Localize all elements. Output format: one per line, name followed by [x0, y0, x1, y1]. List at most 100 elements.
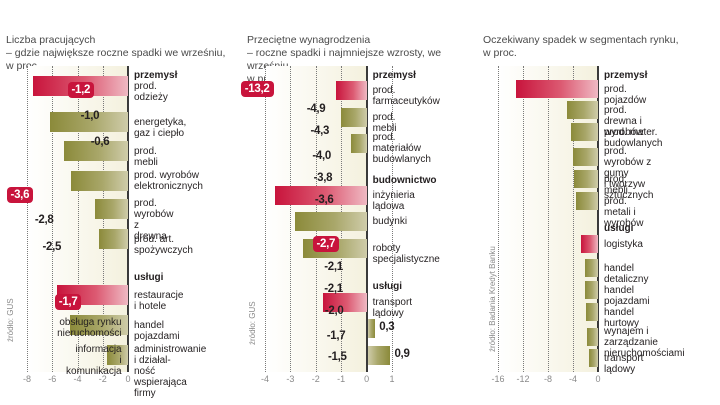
category-label: prod. mebli	[372, 111, 397, 134]
value-label: -2,1	[324, 283, 343, 295]
bar	[571, 123, 598, 141]
axis-tick-label: -2	[98, 374, 107, 384]
value-label: -3,6	[6, 187, 34, 203]
value-label: 0,9	[394, 348, 410, 360]
section-heading: usługi	[372, 281, 403, 292]
section-heading: usługi	[604, 223, 634, 234]
bar	[367, 345, 391, 365]
value-label: -3,8	[313, 172, 333, 184]
gridline	[27, 66, 28, 372]
chart-title: Liczba pracujących – gdzie największe ro…	[6, 34, 226, 72]
bar	[567, 101, 598, 119]
gridline	[290, 66, 292, 372]
value-label: -0,6	[90, 136, 110, 148]
axis-tick-label: -12	[516, 374, 530, 384]
bar	[584, 281, 598, 299]
section-heading: przemysł	[604, 70, 648, 81]
bar	[573, 148, 598, 166]
gridline	[102, 66, 104, 372]
category-label: handel detaliczny	[604, 262, 649, 285]
bar	[515, 80, 598, 98]
value-label: -13,2	[240, 81, 274, 97]
bar	[95, 199, 128, 219]
category-label: informacja i komunikacja	[66, 344, 122, 377]
zero-axis-line	[365, 66, 368, 372]
source-note: źródło: Badania Kredyt Banku	[488, 246, 497, 352]
category-label: prod. farmaceutyków	[372, 84, 440, 107]
value-label: -1,7	[326, 330, 346, 342]
category-label: handel hurtowy	[604, 306, 640, 329]
gridline	[573, 66, 574, 372]
value-label: -1,5	[328, 351, 347, 363]
axis-tick-label: -2	[311, 374, 320, 384]
value-label: -3,6	[314, 194, 334, 206]
bar	[351, 133, 367, 153]
category-label: handel pojazdami	[604, 284, 650, 307]
section-heading: budownictwo	[372, 175, 437, 186]
value-label: -1,2	[67, 82, 95, 98]
zero-axis-line	[597, 66, 599, 372]
axis-tick-label: -4	[73, 374, 82, 384]
chart-title: Oczekiwany spadek w segmentach rynku, w …	[483, 34, 679, 59]
source-note: źródło: GUS	[6, 298, 15, 342]
value-label: -4,9	[306, 103, 326, 115]
gridline	[523, 66, 524, 372]
bar	[588, 349, 598, 367]
bar	[295, 211, 367, 231]
value-label: -1,7	[54, 294, 82, 310]
category-label: prod. metali i wyrobów	[604, 195, 644, 229]
bar	[275, 185, 367, 205]
value-label: -2,5	[42, 241, 62, 253]
bar	[336, 80, 367, 100]
category-label: prod. art. spożywczych	[134, 233, 193, 256]
axis-tick-label: -1	[337, 374, 346, 384]
axis-tick-label: -8	[543, 374, 553, 384]
category-label: prod. pojazdów	[604, 83, 647, 106]
bar	[98, 229, 128, 249]
bar	[69, 315, 128, 335]
bar	[106, 345, 128, 365]
bar	[341, 107, 367, 127]
zero-axis-line	[127, 66, 129, 372]
category-label: prod. wyrobów elektronicznych	[134, 170, 203, 192]
chart-panel-employment: Liczba pracujących – gdzie największe ro…	[0, 0, 240, 405]
axis-tick-label: -3	[286, 374, 295, 384]
category-label: transport lądowy	[604, 352, 644, 375]
axis-tick-label: -8	[22, 374, 32, 384]
value-label: -2,7	[312, 236, 340, 252]
category-label: prod. wyrobów z drewna	[134, 198, 174, 242]
bar	[323, 292, 367, 312]
category-label: obsługa rynku nieruchomości	[57, 317, 122, 339]
category-label: wynajem i zarządzanie nieruchomościami	[604, 326, 685, 359]
axis-tick-label: 1	[389, 374, 395, 384]
bar	[581, 235, 598, 253]
bar	[587, 328, 598, 346]
category-label: administrowanie i działal- ność wspieraj…	[134, 344, 207, 399]
bar	[63, 141, 128, 161]
bar	[49, 112, 128, 132]
bar	[71, 171, 128, 191]
section-heading: przemysł	[134, 70, 178, 81]
gridline	[265, 66, 266, 372]
category-label: roboty specjalistyczne	[372, 242, 440, 265]
axis-tick-label: -4	[260, 374, 270, 384]
chart-panel-expected-decline: Oczekiwany spadek w segmentach rynku, w …	[240, 0, 720, 405]
value-label: -4,0	[312, 150, 331, 162]
section-heading: przemysł	[372, 70, 416, 81]
axis-tick-label: -16	[491, 374, 505, 384]
gridline	[498, 66, 499, 372]
category-label: transport lądowy	[372, 296, 413, 319]
category-label: inżynieria lądowa	[372, 189, 415, 212]
category-label: prod. drewna i wyrobów	[604, 104, 644, 138]
gridline	[392, 66, 393, 372]
bar	[585, 303, 598, 321]
axis-tick-label: -4	[568, 374, 578, 384]
category-label: restauracje i hotele	[134, 289, 184, 312]
category-label: prod. odzieży	[134, 80, 168, 103]
value-label: -2,1	[324, 261, 343, 273]
bar	[574, 170, 598, 188]
category-label: prod. materiałów budowlanych	[372, 132, 431, 165]
value-label: -2,0	[324, 305, 344, 317]
bar	[584, 259, 598, 277]
category-label: prod. mebli	[604, 173, 628, 196]
